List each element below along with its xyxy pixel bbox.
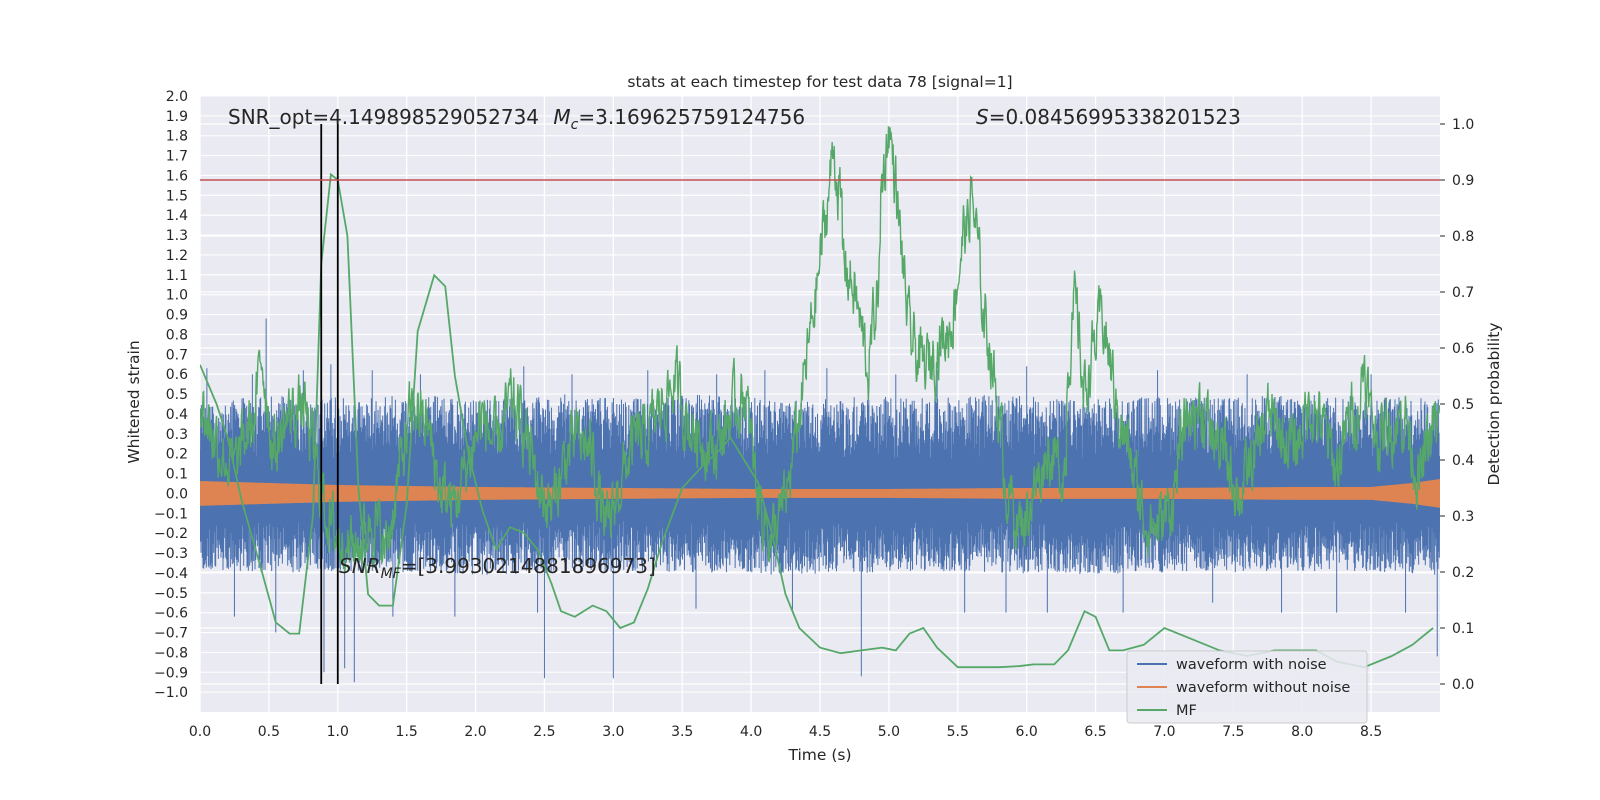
snr-mf-subscript: MF	[381, 566, 402, 582]
x-tick-label: 3.0	[602, 724, 624, 740]
x-tick-label: 2.5	[533, 724, 555, 740]
x-tick-label: 7.5	[1222, 724, 1244, 740]
snr-mf-value: =[3.9930214881896973]	[401, 554, 656, 578]
x-tick-label: 5.5	[947, 724, 969, 740]
left-y-tick-label: −0.9	[154, 665, 188, 681]
x-tick-label: 4.0	[740, 724, 762, 740]
x-tick-label: 8.5	[1360, 724, 1382, 740]
right-y-tick-label: 0.8	[1452, 229, 1474, 245]
legend-label-noise: waveform with noise	[1176, 657, 1327, 673]
right-y-tick-label: 0.6	[1452, 341, 1474, 357]
left-y-axis-label: Whitened strain	[125, 340, 143, 463]
left-y-tick-label: 1.0	[166, 288, 188, 304]
x-tick-labels: 0.0 0.5 1.0 1.5 2.0 2.5 3.0 3.5 4.0 4.5 5.0 5.5 6.0 6…	[189, 724, 1382, 740]
x-tick-label: 0.5	[258, 724, 280, 740]
left-y-tick-labels: −1.0 −0.9 −0.8 −0.7 −0.6 −0.5 −0.4 −0.3 −0.2 −0.1…	[154, 89, 188, 701]
snr-mf-annotation: SNRMF=[3.9930214881896973]	[339, 554, 656, 582]
left-y-tick-label: 1.6	[166, 168, 188, 184]
right-y-tick-label: 0.1	[1452, 621, 1474, 637]
x-tick-label: 2.0	[464, 724, 486, 740]
legend-box	[1126, 650, 1368, 724]
x-tick-label: 6.5	[1084, 724, 1106, 740]
x-tick-label: 4.5	[809, 724, 831, 740]
snr-mf-symbol: SNR	[339, 554, 381, 578]
right-y-tick-label: 0.2	[1452, 565, 1474, 581]
left-y-tick-label: 0.5	[166, 387, 188, 403]
x-tick-label: 1.5	[396, 724, 418, 740]
snr-opt-text: SNR_opt=4.149898529052734	[228, 105, 539, 129]
vertical-lines	[320, 124, 339, 684]
left-y-tick-label: −0.2	[154, 526, 188, 542]
mc-symbol: M	[553, 105, 570, 129]
right-y-tick-labels: 0.0 0.1 0.2 0.3 0.4 0.5 0.6 0.7 0.8 0.9 1.0	[1440, 117, 1474, 693]
legend-label-clean: waveform without noise	[1176, 680, 1350, 696]
left-y-tick-label: 0.0	[166, 486, 188, 502]
left-y-tick-label: 0.3	[166, 427, 188, 443]
left-y-tick-label: 1.5	[166, 188, 188, 204]
s-annotation: S=0.08456995338201523	[976, 105, 1241, 129]
left-y-tick-label: −0.8	[154, 645, 188, 661]
left-y-tick-label: −0.4	[154, 566, 188, 582]
left-y-tick-label: 0.8	[166, 327, 188, 343]
right-y-axis-label: Detection probability	[1485, 323, 1503, 486]
s-value: =0.08456995338201523	[989, 105, 1241, 129]
x-tick-label: 0.0	[189, 724, 211, 740]
left-y-tick-label: 1.8	[166, 129, 188, 145]
legend: waveform with noise waveform without noi…	[1126, 650, 1368, 724]
left-y-tick-label: 1.4	[166, 208, 188, 224]
x-tick-label: 8.0	[1291, 724, 1313, 740]
legend-label-mf: MF	[1176, 703, 1197, 719]
series-detection-probability	[200, 126, 1440, 572]
left-y-tick-label: 1.2	[166, 248, 188, 264]
left-y-tick-label: 1.3	[166, 228, 188, 244]
chart-title: stats at each timestep for test data 78 …	[627, 73, 1012, 91]
snr-opt-annotation: SNR_opt=4.149898529052734 Mc=3.169625759…	[228, 105, 805, 133]
right-y-tick-label: 1.0	[1452, 117, 1474, 133]
series-mf	[200, 172, 1434, 669]
s-symbol: S	[976, 105, 989, 129]
right-y-tick-label: 0.7	[1452, 285, 1474, 301]
right-y-tick-label: 0.3	[1452, 509, 1474, 525]
right-y-tick-label: 0.4	[1452, 453, 1474, 469]
left-y-tick-label: 1.7	[166, 149, 188, 165]
right-y-tick-label: 0.0	[1452, 677, 1474, 693]
x-tick-label: 1.0	[327, 724, 349, 740]
left-y-tick-label: 0.4	[166, 407, 188, 423]
left-y-tick-label: −0.3	[154, 546, 188, 562]
x-tick-label: 7.0	[1153, 724, 1175, 740]
left-y-tick-label: 2.0	[166, 89, 188, 105]
series-layer	[200, 126, 1440, 683]
x-axis-label: Time (s)	[787, 746, 851, 764]
left-y-tick-label: 1.9	[166, 109, 188, 125]
right-y-tick-label: 0.5	[1452, 397, 1474, 413]
left-y-tick-label: 1.1	[166, 268, 188, 284]
left-y-tick-label: −0.7	[154, 626, 188, 642]
right-y-tick-label: 0.9	[1452, 173, 1474, 189]
left-y-tick-label: 0.6	[166, 367, 188, 383]
left-y-tick-label: −0.1	[154, 506, 188, 522]
left-y-tick-label: 0.7	[166, 347, 188, 363]
left-y-tick-label: −0.5	[154, 586, 188, 602]
left-y-tick-label: 0.9	[166, 308, 188, 324]
left-y-tick-label: −0.6	[154, 606, 188, 622]
mc-subscript: c	[571, 117, 579, 133]
x-tick-label: 6.0	[1016, 724, 1038, 740]
x-tick-label: 3.5	[671, 724, 693, 740]
left-y-tick-label: 0.2	[166, 447, 188, 463]
mc-value: =3.169625759124756	[578, 105, 805, 129]
left-y-tick-label: 0.1	[166, 467, 188, 483]
x-tick-label: 5.0	[878, 724, 900, 740]
left-y-tick-label: −1.0	[154, 685, 188, 701]
